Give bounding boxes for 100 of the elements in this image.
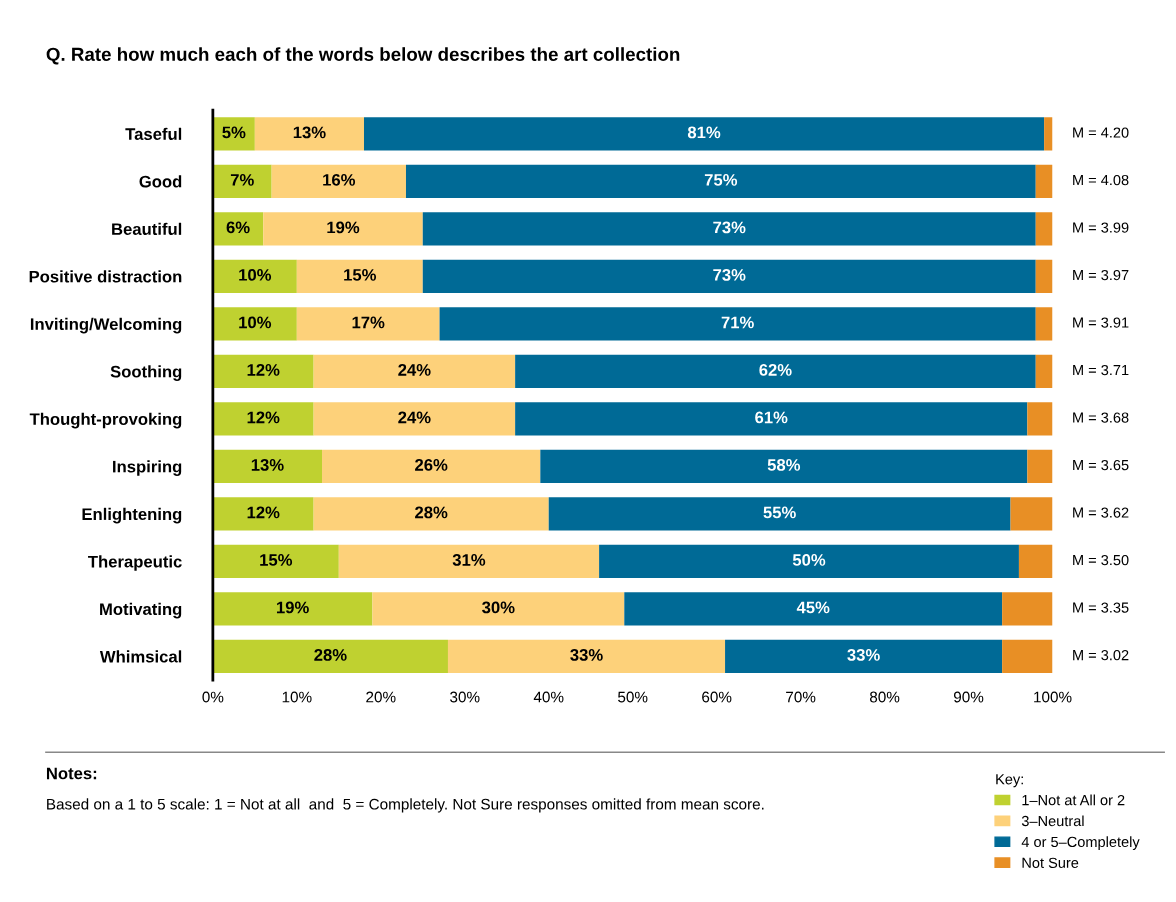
data-label: 28% xyxy=(314,649,347,661)
text: M = 4.08 xyxy=(1073,174,1129,186)
data-label: 5% xyxy=(222,126,246,139)
text: M = 3.35 xyxy=(1073,602,1129,613)
y-tick-label: Positive distraction xyxy=(29,270,182,283)
legend-label: 4 or 5–Completely xyxy=(1021,836,1140,850)
bar xyxy=(1002,592,1053,626)
bar xyxy=(439,307,1036,341)
data-label: 58% xyxy=(767,459,801,471)
data-label: 10% xyxy=(239,268,272,281)
y-tick-label: Inviting/Welcoming xyxy=(30,317,182,334)
y-tick-label: Beautiful xyxy=(112,222,182,236)
bar xyxy=(1010,497,1053,531)
y-tick-label: Therapeutic xyxy=(88,555,182,571)
bar xyxy=(422,259,1036,293)
text: Based on a 1 to 5 scale: 1 = Not at all and 5 = Completely. Not Sure responses omitted from mean score. xyxy=(47,798,764,813)
bar xyxy=(212,402,314,436)
text: M = 3.68 xyxy=(1073,412,1129,423)
data-label: 17% xyxy=(352,316,385,329)
data-label: 16% xyxy=(323,173,356,186)
bar xyxy=(212,307,297,341)
x-tick-label: 60% xyxy=(702,691,732,703)
data-label: 15% xyxy=(344,269,377,281)
data-label: 73% xyxy=(713,268,746,281)
bar xyxy=(548,497,1011,531)
x-tick-label: 30% xyxy=(450,691,480,703)
x-tick-label: 100% xyxy=(1034,691,1072,703)
data-label: 45% xyxy=(796,601,830,614)
bar xyxy=(212,164,272,198)
data-label: 75% xyxy=(704,174,738,186)
bar xyxy=(313,497,549,531)
y-tick-label: Taseful xyxy=(125,127,182,140)
y-tick-label: Whimsical xyxy=(99,650,182,663)
bar xyxy=(405,164,1036,198)
y-tick-label: Motivating xyxy=(100,602,182,619)
x-tick-label: 50% xyxy=(618,691,648,703)
data-label: 6% xyxy=(226,221,250,234)
bar xyxy=(296,259,423,293)
bar xyxy=(1035,354,1053,388)
legend-label: 3–Neutral xyxy=(1021,815,1084,827)
bar xyxy=(212,259,297,293)
bar xyxy=(254,117,364,151)
y-tick-label: Enlightening xyxy=(82,507,182,524)
bar xyxy=(515,402,1028,436)
text: M = 3.97 xyxy=(1073,269,1129,281)
data-label: 12% xyxy=(247,506,280,519)
data-label: 30% xyxy=(482,601,515,614)
data-label: 12% xyxy=(247,411,280,424)
data-label: 24% xyxy=(398,364,431,376)
text: M = 3.50 xyxy=(1073,554,1129,566)
bar xyxy=(313,402,516,436)
legend-title: Key: xyxy=(996,774,1023,788)
data-label: 13% xyxy=(251,459,284,471)
data-label: 31% xyxy=(452,554,486,566)
bar xyxy=(1044,117,1053,151)
data-label: 62% xyxy=(759,364,792,376)
text: M = 3.02 xyxy=(1073,649,1129,661)
data-label: 61% xyxy=(755,411,788,424)
chart-title: Q. Rate how much each of the words below describes the art collection xyxy=(46,47,680,65)
legend-label: 1–Not at All or 2 xyxy=(1022,794,1125,806)
data-label: 55% xyxy=(763,506,796,519)
bar xyxy=(338,544,600,578)
data-label: 13% xyxy=(293,126,326,139)
bar xyxy=(1027,449,1053,483)
data-label: 73% xyxy=(713,221,746,234)
bar xyxy=(212,354,314,388)
bar xyxy=(515,354,1036,388)
data-label: 7% xyxy=(230,174,254,186)
bar xyxy=(212,639,448,673)
data-label: 26% xyxy=(415,459,448,471)
bar xyxy=(540,449,1028,483)
bar xyxy=(422,212,1036,246)
data-label: 71% xyxy=(721,316,754,329)
bar xyxy=(1027,402,1053,436)
data-label: 15% xyxy=(260,554,293,566)
bar xyxy=(271,164,406,198)
bar xyxy=(1035,259,1053,293)
x-tick-label: 20% xyxy=(366,691,396,703)
bar xyxy=(1035,307,1053,341)
text: M = 3.65 xyxy=(1073,459,1129,471)
x-tick-label: 70% xyxy=(786,691,816,703)
data-label: 50% xyxy=(792,554,826,566)
y-tick-label: Soothing xyxy=(110,365,182,381)
text: M = 3.71 xyxy=(1073,364,1129,376)
bar xyxy=(212,497,314,531)
y-tick-label: Inspiring xyxy=(113,460,182,476)
text: M = 4.20 xyxy=(1073,127,1129,138)
bar xyxy=(1002,639,1053,673)
y-tick-label: Good xyxy=(139,175,182,188)
data-label: 81% xyxy=(687,126,721,139)
x-tick-label: 0% xyxy=(202,691,224,703)
bar xyxy=(322,449,541,483)
text: M = 3.62 xyxy=(1073,507,1129,518)
bar xyxy=(212,592,373,626)
text: M = 3.91 xyxy=(1073,317,1129,328)
x-tick-label: 90% xyxy=(953,691,984,703)
bar xyxy=(1035,164,1053,198)
data-label: 12% xyxy=(247,364,280,376)
x-tick-label: 40% xyxy=(533,691,564,703)
data-label: 24% xyxy=(398,411,431,424)
